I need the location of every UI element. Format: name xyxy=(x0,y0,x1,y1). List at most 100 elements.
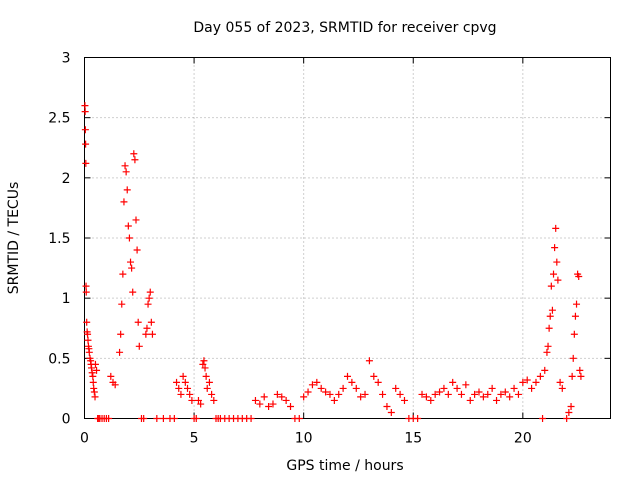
data-point xyxy=(575,273,583,281)
data-point xyxy=(565,408,573,416)
data-point xyxy=(576,366,584,374)
data-point xyxy=(179,372,187,380)
x-tick-label: 5 xyxy=(190,431,199,447)
data-point xyxy=(374,378,382,386)
plot-frame xyxy=(84,57,611,419)
data-point xyxy=(383,402,391,410)
data-point xyxy=(506,393,514,401)
data-point xyxy=(153,415,161,422)
data-point xyxy=(335,390,343,398)
data-point xyxy=(313,378,321,386)
data-point xyxy=(539,415,547,422)
data-point xyxy=(129,288,137,296)
data-point xyxy=(510,384,518,392)
data-point xyxy=(449,378,457,386)
data-point xyxy=(273,390,281,398)
data-point xyxy=(414,415,422,422)
data-point xyxy=(82,288,90,296)
data-point xyxy=(201,364,209,372)
data-point xyxy=(132,216,140,224)
data-point xyxy=(181,378,189,386)
data-point xyxy=(361,390,369,398)
data-point xyxy=(519,378,527,386)
data-point xyxy=(173,378,181,386)
data-point xyxy=(370,372,378,380)
data-point xyxy=(422,393,430,401)
data-point xyxy=(119,270,127,278)
data-point xyxy=(84,336,92,344)
data-point xyxy=(556,378,564,386)
y-axis-label: SRMTID / TECUs xyxy=(6,182,22,295)
data-point xyxy=(471,390,479,398)
data-point xyxy=(91,360,99,368)
data-point xyxy=(427,396,435,404)
data-point xyxy=(379,390,387,398)
data-point xyxy=(199,360,207,368)
data-point xyxy=(184,384,192,392)
data-point xyxy=(326,390,334,398)
data-point xyxy=(552,224,560,232)
data-point xyxy=(208,390,216,398)
data-point xyxy=(523,376,531,384)
data-point xyxy=(197,400,205,408)
data-point xyxy=(563,415,571,422)
data-point xyxy=(488,384,496,392)
x-tick-label: 0 xyxy=(80,431,89,447)
y-tick-label: 1 xyxy=(62,291,71,307)
data-point xyxy=(144,300,152,308)
data-point xyxy=(81,108,89,116)
data-point xyxy=(269,400,277,408)
data-point xyxy=(547,282,555,290)
data-point xyxy=(123,186,131,194)
data-point xyxy=(122,168,130,176)
data-point xyxy=(546,312,554,320)
data-point xyxy=(339,384,347,392)
data-point xyxy=(475,388,483,396)
data-point xyxy=(85,348,93,356)
chart-title: Day 055 of 2023, SRMTID for receiver cpv… xyxy=(193,20,496,36)
data-point xyxy=(440,384,448,392)
data-point xyxy=(304,388,312,396)
axis-ticks: 0 5 10 15 20 0 0.5 1 1.5 2 2.5 3 xyxy=(48,51,611,447)
data-point xyxy=(282,396,290,404)
data-point xyxy=(133,246,141,254)
data-point xyxy=(159,415,167,422)
data-point xyxy=(357,393,365,401)
data-point xyxy=(265,402,273,410)
data-point xyxy=(89,378,97,386)
data-point xyxy=(400,396,408,404)
data-point xyxy=(536,372,544,380)
data-point xyxy=(567,402,575,410)
data-point xyxy=(125,234,133,242)
data-point xyxy=(81,126,89,134)
y-tick-label: 2.5 xyxy=(48,111,70,127)
data-point xyxy=(568,372,576,380)
data-point xyxy=(466,396,474,404)
data-point xyxy=(105,415,113,422)
y-tick-label: 1.5 xyxy=(48,231,70,247)
data-point xyxy=(186,390,194,398)
data-point xyxy=(175,384,183,392)
x-tick-label: 15 xyxy=(404,431,422,447)
data-point xyxy=(541,366,549,374)
data-point xyxy=(558,384,566,392)
data-point xyxy=(135,342,143,350)
x-tick-label: 10 xyxy=(295,431,313,447)
data-point xyxy=(573,300,581,308)
data-point xyxy=(571,312,579,320)
data-point xyxy=(192,415,200,422)
data-point xyxy=(278,393,286,401)
data-point xyxy=(554,276,562,284)
data-point xyxy=(462,381,470,389)
data-point xyxy=(124,222,132,230)
data-point xyxy=(146,288,154,296)
data-point xyxy=(148,330,156,338)
data-point xyxy=(497,390,505,398)
data-point xyxy=(444,390,452,398)
data-point xyxy=(82,159,90,167)
data-point xyxy=(396,390,404,398)
data-point xyxy=(117,330,125,338)
data-point xyxy=(134,318,142,326)
data-point xyxy=(147,318,155,326)
data-point xyxy=(479,393,487,401)
